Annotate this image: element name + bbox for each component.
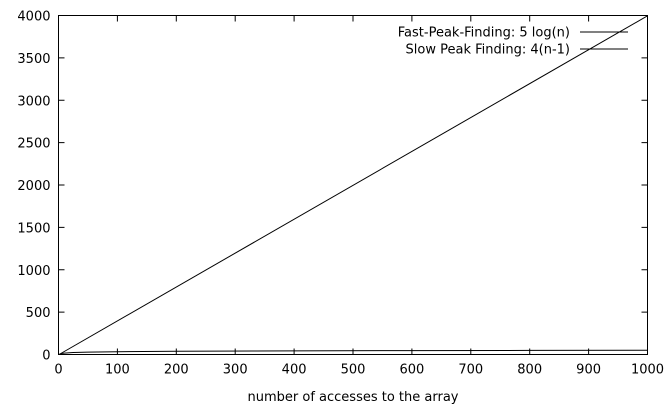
x-tick-label: 0 [54,363,62,378]
y-tick-label: 2500 [17,137,50,152]
legend: Fast-Peak-Finding: 5 log(n) Slow Peak Fin… [398,26,628,58]
axis-ticks [58,15,648,355]
y-tick-label: 500 [26,306,51,321]
x-axis-label: number of accesses to the array [248,390,459,405]
x-tick-label: 400 [282,363,307,378]
legend-label-1: Fast-Peak-Finding: 5 log(n) [398,26,570,41]
x-tick-label: 500 [341,363,366,378]
series-lines [58,15,648,355]
x-tick-label: 800 [517,363,542,378]
y-tick-label: 1000 [17,264,50,279]
x-tick-label: 1000 [631,363,664,378]
x-tick-label: 900 [576,363,601,378]
x-tick-label: 100 [105,363,130,378]
y-tick-label: 3000 [17,94,50,109]
y-tick-label: 1500 [17,221,50,236]
series-line-2 [58,15,648,355]
y-tick-label: 3500 [17,52,50,67]
x-tick-label: 700 [458,363,483,378]
x-tick-label: 600 [399,363,424,378]
y-tick-label: 4000 [17,10,50,25]
x-axis-tick-labels: 0 100 200 300 400 500 600 700 800 900 1000 [54,363,664,378]
x-tick-label: 300 [223,363,248,378]
y-axis-tick-labels: 0 500 1000 1500 2000 2500 3000 3500 4000 [17,10,50,364]
y-tick-label: 0 [42,349,50,364]
legend-label-2: Slow Peak Finding: 4(n-1) [406,43,570,58]
y-tick-label: 2000 [17,179,50,194]
x-tick-label: 200 [164,363,189,378]
